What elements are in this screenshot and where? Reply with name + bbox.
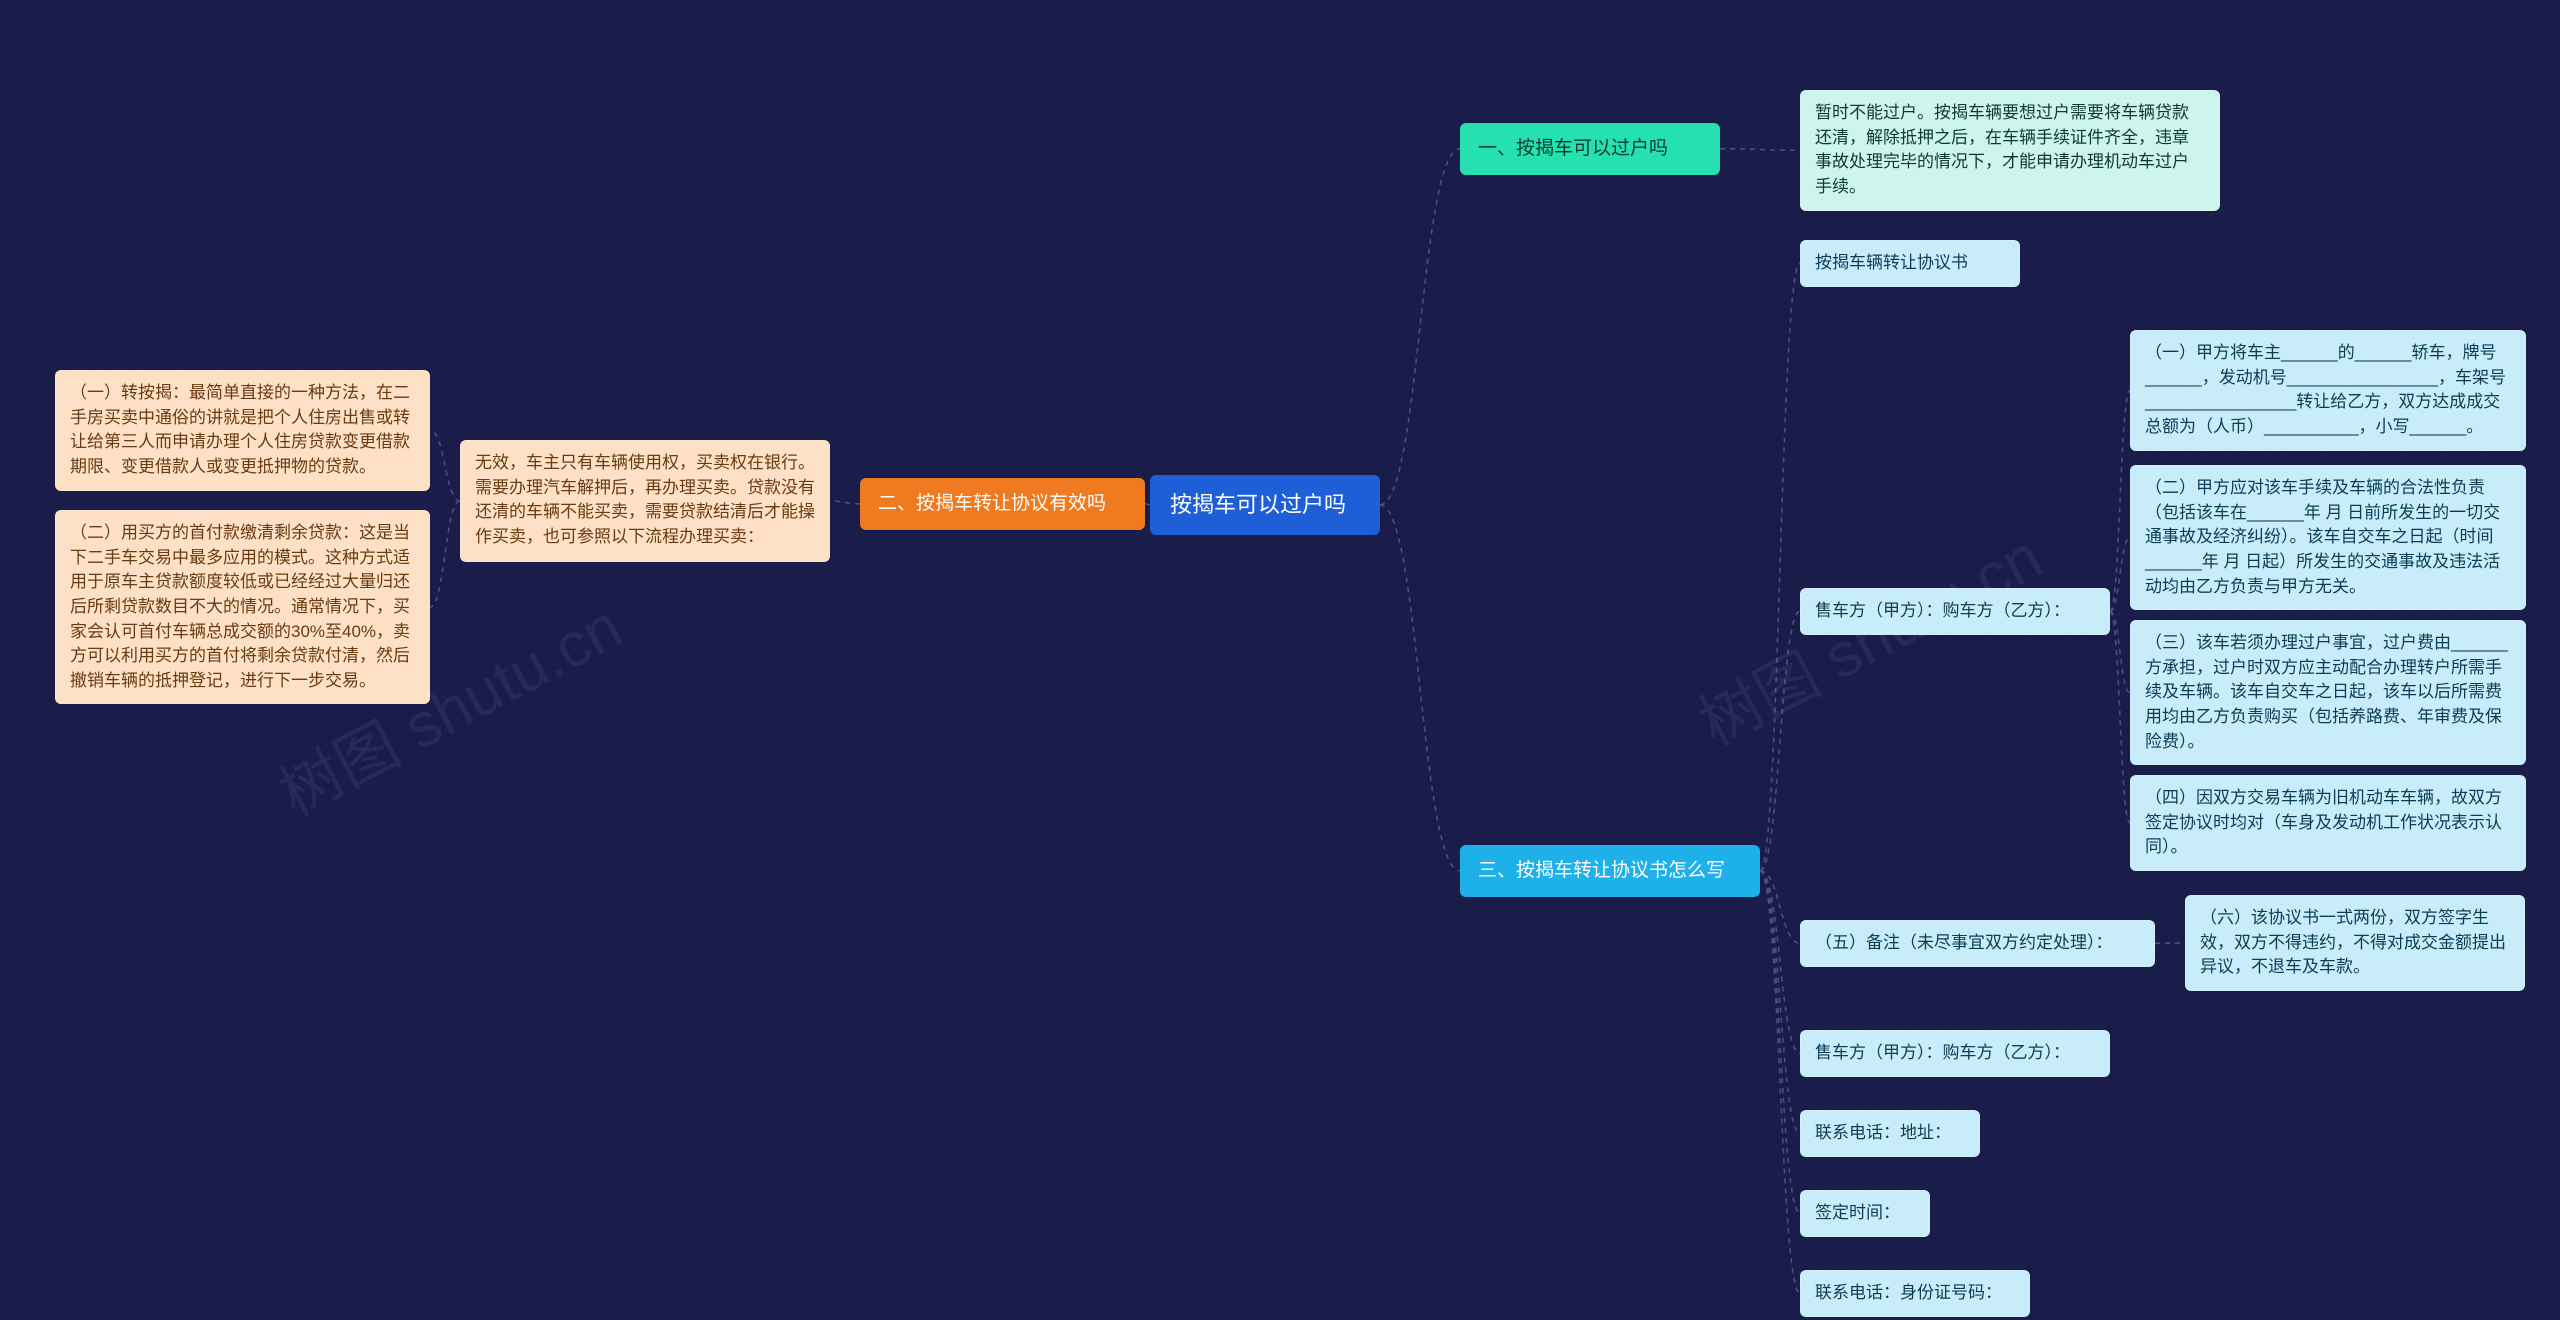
node-text: （五）备注（未尽事宜双方约定处理）： — [1815, 933, 2113, 952]
connector — [830, 501, 860, 504]
mindmap-node-b3_4: 售车方（甲方）：购车方（乙方）： — [1800, 1030, 2110, 1077]
mindmap-node-b3_3a: （六）该协议书一式两份，双方签字生效，双方不得违约，不得对成交金额提出异议，不退… — [2185, 895, 2525, 991]
node-text: 签定时间： — [1815, 1203, 1900, 1222]
connector — [1760, 871, 1800, 1214]
mindmap-node-root: 按揭车可以过户吗 — [1150, 475, 1380, 535]
connector — [1760, 871, 1800, 1294]
node-text: （四）因双方交易车辆为旧机动车车辆，故双方签定协议时均对（车身及发动机工作状况表… — [2145, 788, 2502, 856]
node-text: （二）甲方应对该车手续及车辆的合法性负责（包括该车在______年 月 日前所发… — [2145, 478, 2500, 596]
connector — [1760, 871, 1800, 944]
connector — [430, 430, 460, 501]
mindmap-node-b2_c1a: （一）转按揭：最简单直接的一种方法，在二手房买卖中通俗的讲就是把个人住房出售或转… — [55, 370, 430, 491]
mindmap-node-b3_2a: （一）甲方将车主______的______轿车，牌号______，发动机号___… — [2130, 330, 2526, 451]
mindmap-node-b3_2: 售车方（甲方）：购车方（乙方）： — [1800, 588, 2110, 635]
mindmap-node-b3_1: 按揭车辆转让协议书 — [1800, 240, 2020, 287]
mindmap-node-b3_2d: （四）因双方交易车辆为旧机动车车辆，故双方签定协议时均对（车身及发动机工作状况表… — [2130, 775, 2526, 871]
mindmap-node-b3_3: （五）备注（未尽事宜双方约定处理）： — [1800, 920, 2155, 967]
node-text: 暂时不能过户。按揭车辆要想过户需要将车辆贷款还清，解除抵押之后，在车辆手续证件齐… — [1815, 103, 2189, 196]
node-text: 三、按揭车转让协议书怎么写 — [1478, 860, 1725, 881]
connector — [2110, 390, 2130, 611]
mindmap-node-b3_2c: （三）该车若须办理过户事宜，过户费由______方承担，过户时双方应主动配合办理… — [2130, 620, 2526, 765]
node-text: 售车方（甲方）：购车方（乙方）： — [1815, 601, 2070, 620]
connector — [1760, 611, 1800, 870]
mindmap-node-b3_2b: （二）甲方应对该车手续及车辆的合法性负责（包括该车在______年 月 日前所发… — [2130, 465, 2526, 610]
node-text: （一）甲方将车主______的______轿车，牌号______，发动机号___… — [2145, 343, 2506, 436]
connector — [1380, 149, 1460, 505]
connector — [1760, 263, 1800, 870]
node-text: 按揭车可以过户吗 — [1170, 492, 1346, 517]
mindmap-node-b3_6: 签定时间： — [1800, 1190, 1930, 1237]
node-text: 联系电话：身份证号码： — [1815, 1283, 2002, 1302]
connector — [430, 501, 460, 607]
mindmap-node-b3: 三、按揭车转让协议书怎么写 — [1460, 845, 1760, 897]
connector — [2110, 538, 2130, 612]
node-text: 联系电话：地址： — [1815, 1123, 1951, 1142]
connector — [2110, 611, 2130, 823]
node-text: 按揭车辆转让协议书 — [1815, 253, 1968, 272]
connector — [1760, 871, 1800, 1054]
node-text: （二）用买方的首付款缴清剩余贷款：这是当下二手车交易中最多应用的模式。这种方式适… — [70, 523, 410, 690]
connector — [1380, 505, 1460, 871]
mindmap-node-b3_5: 联系电话：地址： — [1800, 1110, 1980, 1157]
connector — [1720, 149, 1800, 151]
connector — [2110, 611, 2130, 692]
node-text: 二、按揭车转让协议有效吗 — [878, 493, 1106, 514]
mindmap-node-b1: 一、按揭车可以过户吗 — [1460, 123, 1720, 175]
node-text: 售车方（甲方）：购车方（乙方）： — [1815, 1043, 2070, 1062]
mindmap-node-b2_c1: 无效，车主只有车辆使用权，买卖权在银行。需要办理汽车解押后，再办理买卖。贷款没有… — [460, 440, 830, 562]
node-text: 无效，车主只有车辆使用权，买卖权在银行。需要办理汽车解押后，再办理买卖。贷款没有… — [475, 453, 815, 546]
mindmap-node-b2_c1b: （二）用买方的首付款缴清剩余贷款：这是当下二手车交易中最多应用的模式。这种方式适… — [55, 510, 430, 704]
mindmap-node-b1_leaf: 暂时不能过户。按揭车辆要想过户需要将车辆贷款还清，解除抵押之后，在车辆手续证件齐… — [1800, 90, 2220, 211]
mindmap-node-b3_7: 联系电话：身份证号码： — [1800, 1270, 2030, 1317]
node-text: 一、按揭车可以过户吗 — [1478, 138, 1668, 159]
node-text: （一）转按揭：最简单直接的一种方法，在二手房买卖中通俗的讲就是把个人住房出售或转… — [70, 383, 410, 476]
watermark: 树图 shutu.cn — [1681, 507, 2055, 763]
mindmap-node-b2: 二、按揭车转让协议有效吗 — [860, 478, 1145, 530]
node-text: （六）该协议书一式两份，双方签字生效，双方不得违约，不得对成交金额提出异议，不退… — [2200, 908, 2506, 976]
node-text: （三）该车若须办理过户事宜，过户费由______方承担，过户时双方应主动配合办理… — [2145, 633, 2508, 751]
connector — [1760, 871, 1800, 1134]
